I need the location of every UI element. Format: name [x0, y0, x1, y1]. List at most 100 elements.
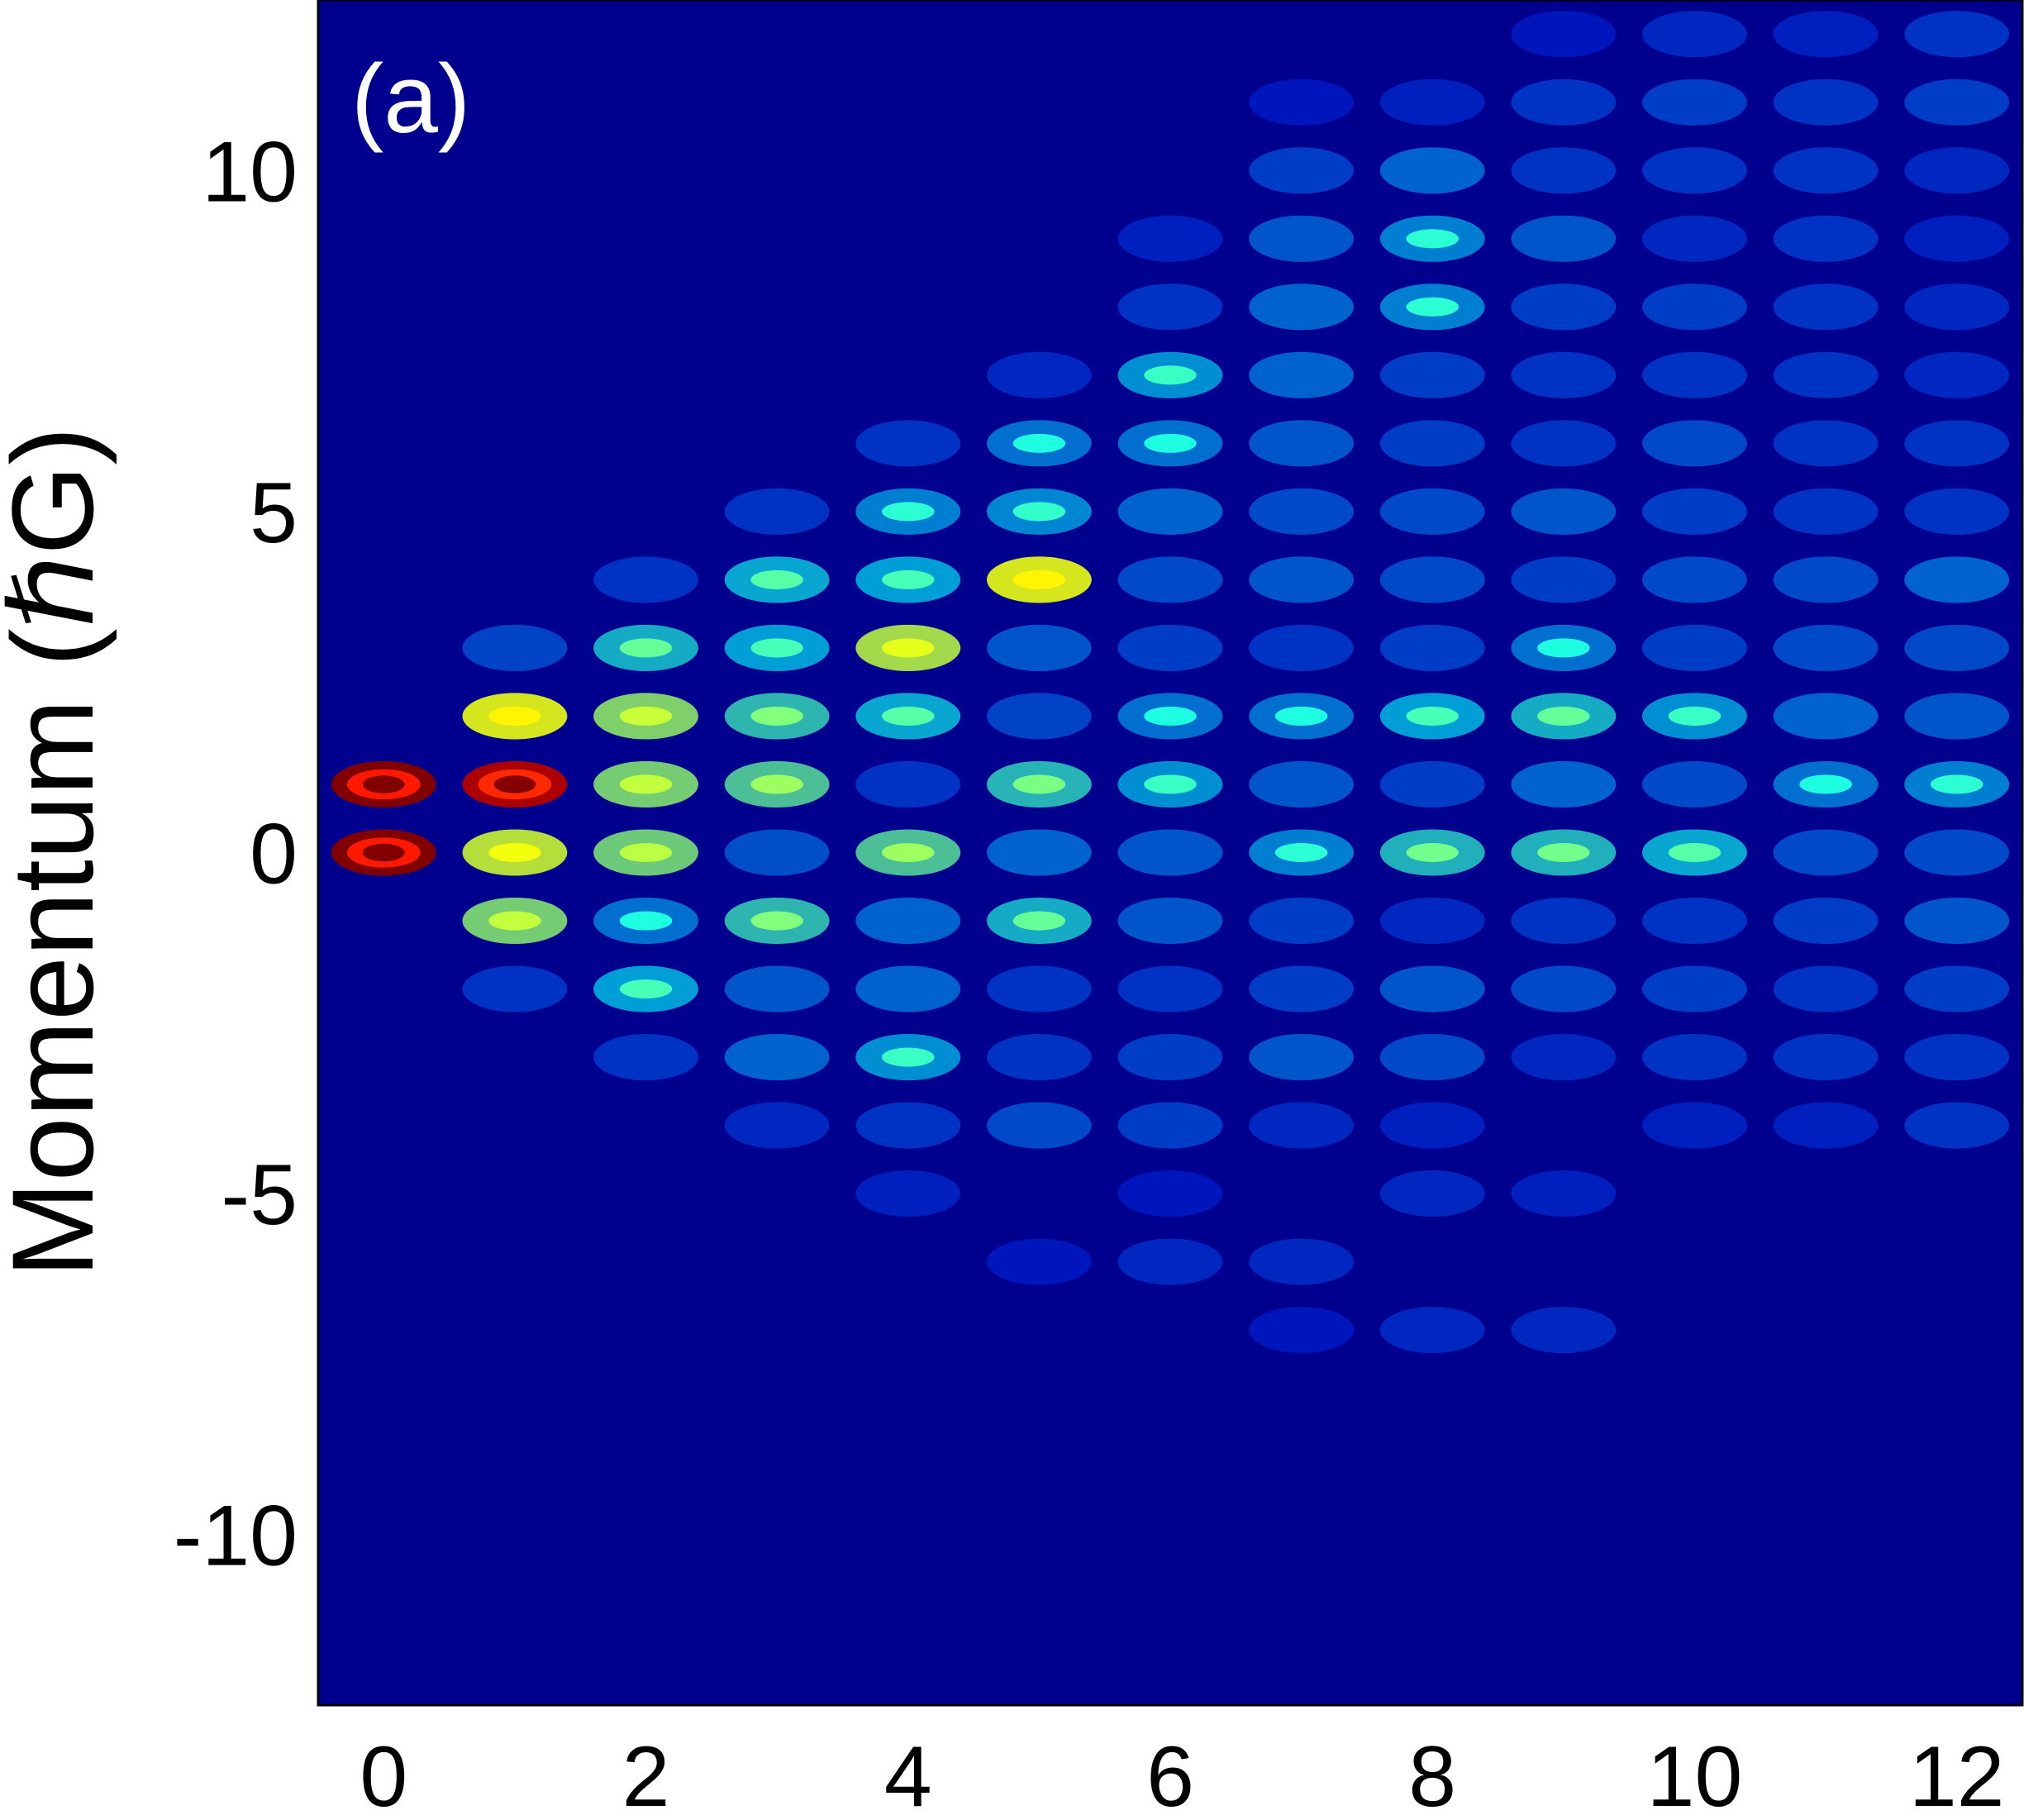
heatmap-peak: [1379, 965, 1485, 1012]
heatmap-peak: [1379, 760, 1485, 808]
heatmap-peak: [1642, 897, 1747, 945]
heatmap-peak: [1249, 624, 1355, 671]
heatmap-peak: [1773, 488, 1879, 535]
heatmap-peak-core: [488, 706, 541, 727]
heatmap-peak: [1511, 1034, 1617, 1081]
heatmap-peak: [1642, 283, 1747, 331]
heatmap-peak: [1642, 965, 1747, 1012]
heatmap-peak-core: [1537, 842, 1590, 863]
heatmap-peak-core: [1012, 502, 1066, 522]
heatmap-peak: [1379, 897, 1485, 945]
heatmap-peak: [1904, 488, 2010, 535]
heatmap-peak: [1511, 351, 1617, 398]
plot-frame: [317, 0, 2024, 1707]
heatmap-peak: [986, 1034, 1092, 1081]
heatmap-peak: [1773, 215, 1879, 262]
peaks-layer: [331, 11, 2010, 1354]
heatmap-peak: [724, 829, 830, 876]
heatmap-peak: [1773, 351, 1879, 398]
heatmap-peak: [1249, 488, 1355, 535]
heatmap-peak: [1642, 760, 1747, 808]
heatmap-peak: [1117, 1034, 1223, 1081]
heatmap-peak: [1117, 1170, 1223, 1217]
heatmap-peak-core: [619, 706, 673, 727]
y-tick-label: -5: [221, 1147, 298, 1243]
heatmap-peak: [1511, 147, 1617, 194]
heatmap-peak-core: [750, 774, 803, 794]
heatmap-peak: [1511, 556, 1617, 603]
y-tick-label: 0: [250, 807, 298, 903]
heatmap-peak-core: [882, 706, 935, 727]
heatmap-peak: [1249, 147, 1355, 194]
heatmap-peak: [855, 965, 961, 1012]
heatmap-peak-core: [1012, 774, 1066, 794]
heatmap-peak: [724, 1034, 830, 1081]
heatmap-peak: [1904, 1102, 2010, 1149]
heatmap-peak: [1511, 1170, 1617, 1217]
x-tick-label: 12: [1909, 1729, 2005, 1820]
heatmap-peak: [1904, 11, 2010, 58]
heatmap-peak: [1773, 897, 1879, 945]
heatmap-peak: [1117, 965, 1223, 1012]
heatmap-peak: [855, 760, 961, 808]
heatmap-peak: [593, 1034, 698, 1081]
x-tick-label: 10: [1647, 1729, 1743, 1820]
heatmap-peak: [986, 965, 1092, 1012]
heatmap-peak: [986, 693, 1092, 740]
heatmap-peak: [724, 1102, 830, 1149]
heatmap-peak: [1117, 488, 1223, 535]
heatmap-peak: [1117, 283, 1223, 331]
heatmap-peak: [1904, 965, 2010, 1012]
heatmap-peak: [1511, 488, 1617, 535]
heatmap-peak: [1249, 1102, 1355, 1149]
heatmap-peak: [1511, 283, 1617, 331]
heatmap-peak: [1379, 1170, 1485, 1217]
heatmap-peak: [1249, 965, 1355, 1012]
heatmap-peak-center: [362, 775, 405, 793]
heatmap-peak: [1117, 1238, 1223, 1285]
heatmap-peak: [1249, 1238, 1355, 1285]
heatmap-peak: [1904, 147, 2010, 194]
x-tick-label: 8: [1408, 1729, 1456, 1820]
heatmap-peak: [1379, 420, 1485, 467]
heatmap-peak-core: [488, 911, 541, 931]
heatmap-peak: [1904, 79, 2010, 126]
heatmap-peak-core: [1406, 297, 1459, 317]
heatmap-peak-core: [1012, 569, 1066, 589]
heatmap-peak-core: [619, 979, 673, 999]
heatmap-peak: [1642, 11, 1747, 58]
heatmap-peak: [1642, 488, 1747, 535]
heatmap-peak: [724, 965, 830, 1012]
heatmap-peak: [1379, 1102, 1485, 1149]
heatmap-peak-core: [1406, 842, 1459, 863]
panel-label: (a): [351, 45, 470, 154]
heatmap-peak: [1773, 11, 1879, 58]
heatmap-peak: [986, 351, 1092, 398]
heatmap-peak-core: [488, 842, 541, 863]
heatmap-peak: [1773, 693, 1879, 740]
heatmap-peak: [1511, 79, 1617, 126]
heatmap-peak: [1642, 420, 1747, 467]
heatmap-peak: [1904, 897, 2010, 945]
heatmap-peak: [855, 897, 961, 945]
heatmap-peak: [1904, 1034, 2010, 1081]
y-tick-labels: -10 -5 0 5 10: [174, 124, 298, 1584]
x-tick-label: 2: [622, 1729, 670, 1820]
heatmap-peak: [1511, 760, 1617, 808]
heatmap-peak: [1642, 1102, 1747, 1149]
heatmap-peak-core: [1406, 706, 1459, 727]
heatmap-peak: [1904, 351, 2010, 398]
heatmap-peak: [1511, 897, 1617, 945]
heatmap-peak: [1904, 624, 2010, 671]
heatmap-peak: [1249, 420, 1355, 467]
y-tick-label: -10: [174, 1489, 298, 1584]
heatmap-peak: [1249, 79, 1355, 126]
heatmap-peak: [462, 624, 568, 671]
heatmap-peak-core: [1406, 229, 1459, 249]
heatmap-peak: [1511, 420, 1617, 467]
heatmap-peak: [1773, 556, 1879, 603]
heatmap-peak-core: [619, 638, 673, 658]
heatmap-peak: [1773, 1034, 1879, 1081]
heatmap-peak-core: [1012, 433, 1066, 453]
